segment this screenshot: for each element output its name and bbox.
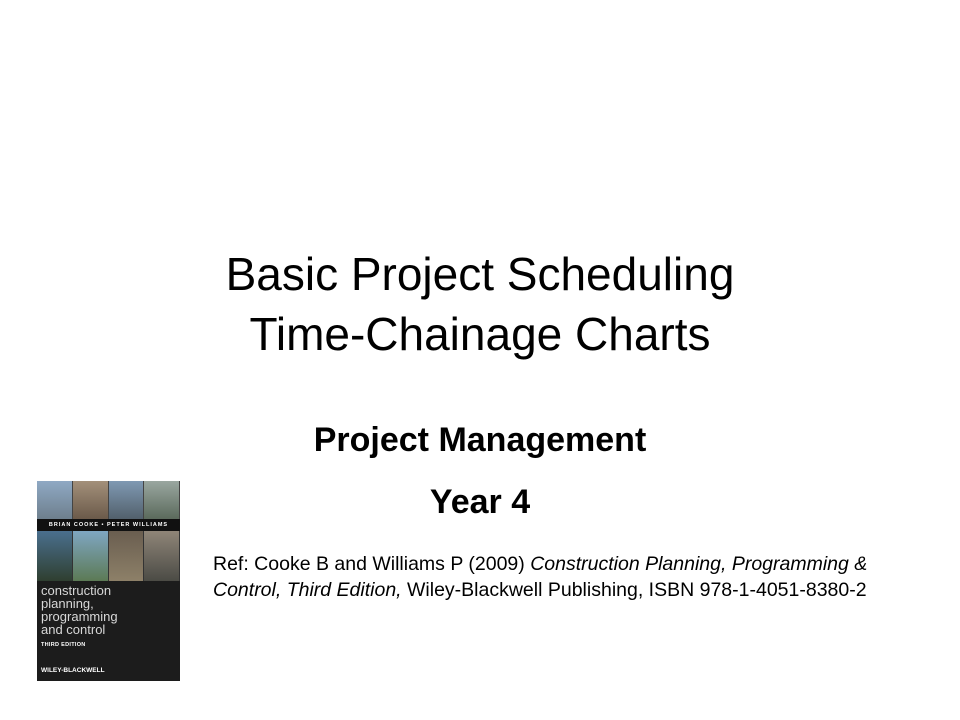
book-cover-image: BRIAN COOKE • PETER WILLIAMS constructio… [37,481,180,681]
title-line-2: Time-Chainage Charts [249,308,711,360]
cover-title: construction planning, programming and c… [41,584,179,636]
reference-text: Ref: Cooke B and Williams P (2009) Const… [213,551,933,603]
reference-suffix: Wiley-Blackwell Publishing, ISBN 978-1-4… [401,579,867,601]
slide-title: Basic Project Scheduling Time-Chainage C… [0,244,960,364]
cover-title-line: programming [41,609,118,624]
reference-prefix: Ref: Cooke B and Williams P (2009) [213,553,531,575]
subtitle-year: Year 4 [429,483,531,521]
cover-photo [144,531,180,581]
title-line-1: Basic Project Scheduling [225,248,735,300]
cover-title-line: planning, [41,596,94,611]
cover-title-line: and control [41,622,106,637]
cover-photo-strip-middle [37,531,180,581]
subtitle-course: Project Management [313,421,647,459]
cover-edition: THIRD EDITION [41,642,86,648]
cover-photo [72,481,109,519]
cover-photo [37,531,73,581]
cover-publisher-logo: WILEY-BLACKWELL [41,667,105,674]
cover-photo [72,531,109,581]
cover-photo [37,481,73,519]
cover-title-line: construction [41,583,112,598]
cover-authors: BRIAN COOKE • PETER WILLIAMS [37,519,180,531]
cover-photo [108,531,145,581]
cover-photo-strip-top [37,481,180,519]
cover-photo [144,481,180,519]
reference-book-title: Construction Planning, Programming & Con… [213,553,868,601]
cover-photo [108,481,145,519]
